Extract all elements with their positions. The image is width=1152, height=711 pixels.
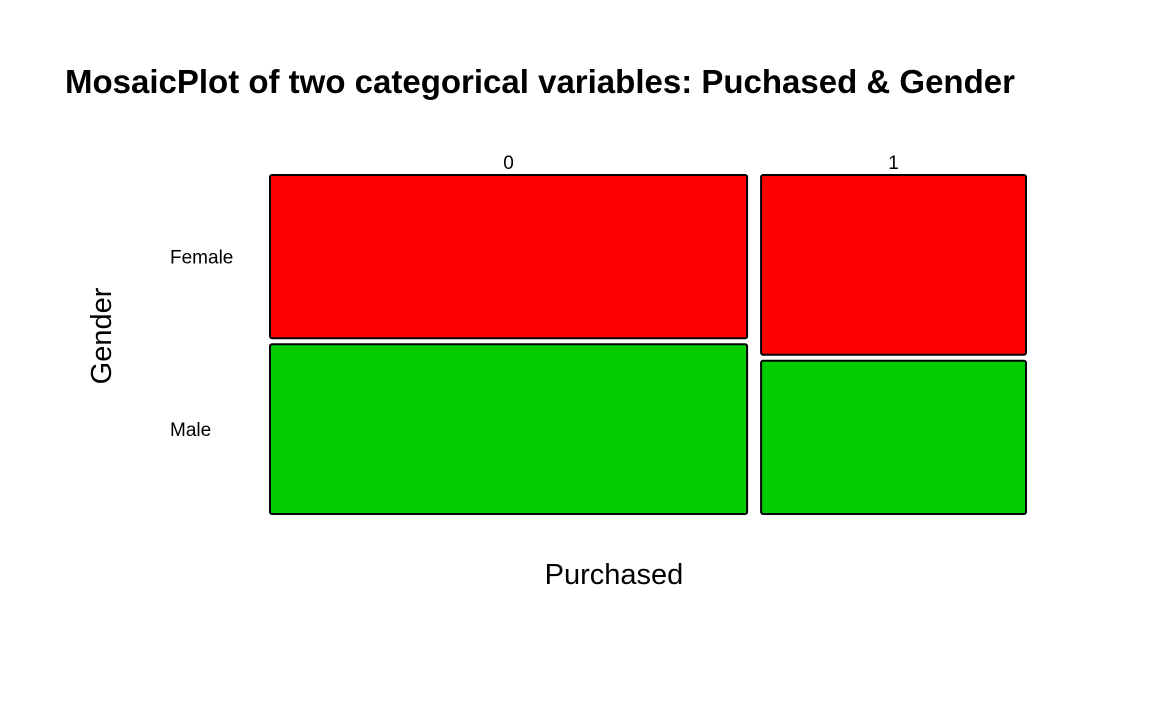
mosaic-tile-1-female <box>760 174 1027 356</box>
y-axis-title: Gender <box>86 287 118 384</box>
mosaic-tile-0-male <box>269 343 749 516</box>
y-tick-label: Female <box>170 248 233 269</box>
x-tick-label: 0 <box>503 153 514 174</box>
chart-title: MosaicPlot of two categorical variables:… <box>65 63 1015 100</box>
mosaic-tiles <box>269 174 1027 516</box>
x-tick-label: 1 <box>888 153 899 174</box>
mosaic-tile-1-male <box>760 359 1027 515</box>
mosaic-tile-0-female <box>269 174 749 340</box>
tick-labels: 0 1 Female Male <box>170 153 899 441</box>
y-tick-label: Male <box>170 420 211 441</box>
x-axis-title: Purchased <box>545 559 684 591</box>
